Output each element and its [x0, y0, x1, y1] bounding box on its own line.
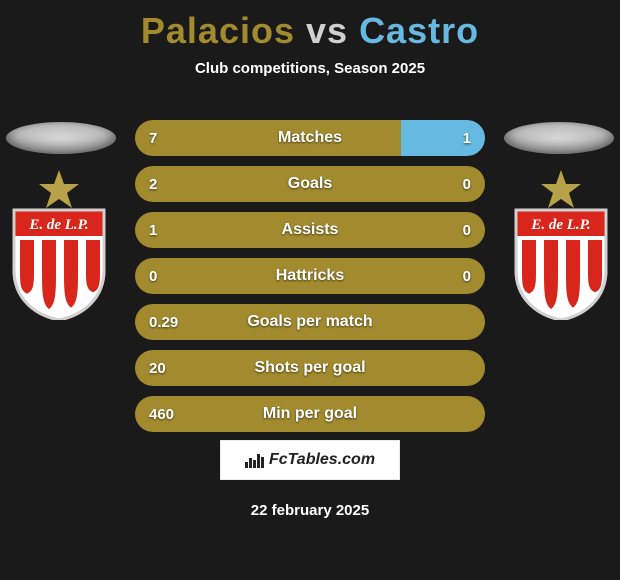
vs-label: vs [306, 10, 348, 51]
stat-row: 460Min per goal [135, 396, 485, 432]
stat-label: Goals [135, 166, 485, 202]
stat-row: 10Assists [135, 212, 485, 248]
club-crest-player1: E. de L.P. [6, 170, 112, 320]
stat-label: Goals per match [135, 304, 485, 340]
page-title: Palacios vs Castro [0, 0, 620, 60]
stat-label: Hattricks [135, 258, 485, 294]
stat-bars: 71Matches 20Goals 10Assists 00Hattricks 0.29… [135, 120, 485, 442]
subtitle: Club competitions, Season 2025 [0, 60, 620, 95]
player-head-left [6, 122, 116, 154]
stat-label: Matches [135, 120, 485, 156]
player-head-right [504, 122, 614, 154]
stat-row: 0.29Goals per match [135, 304, 485, 340]
stat-row: 20Goals [135, 166, 485, 202]
stat-row: 71Matches [135, 120, 485, 156]
stat-label: Min per goal [135, 396, 485, 432]
club-crest-player2: E. de L.P. [508, 170, 614, 320]
stat-row: 00Hattricks [135, 258, 485, 294]
comparison-date: 22 february 2025 [0, 502, 620, 519]
fctables-icon [245, 452, 263, 468]
stat-label: Shots per goal [135, 350, 485, 386]
player1-name: Palacios [141, 10, 295, 51]
fctables-watermark: FcTables.com [220, 440, 400, 480]
svg-text:E. de L.P.: E. de L.P. [530, 217, 590, 233]
svg-text:E. de L.P.: E. de L.P. [28, 217, 88, 233]
stat-label: Assists [135, 212, 485, 248]
stat-row: 20Shots per goal [135, 350, 485, 386]
player2-name: Castro [359, 10, 479, 51]
watermark-text: FcTables.com [269, 451, 375, 469]
